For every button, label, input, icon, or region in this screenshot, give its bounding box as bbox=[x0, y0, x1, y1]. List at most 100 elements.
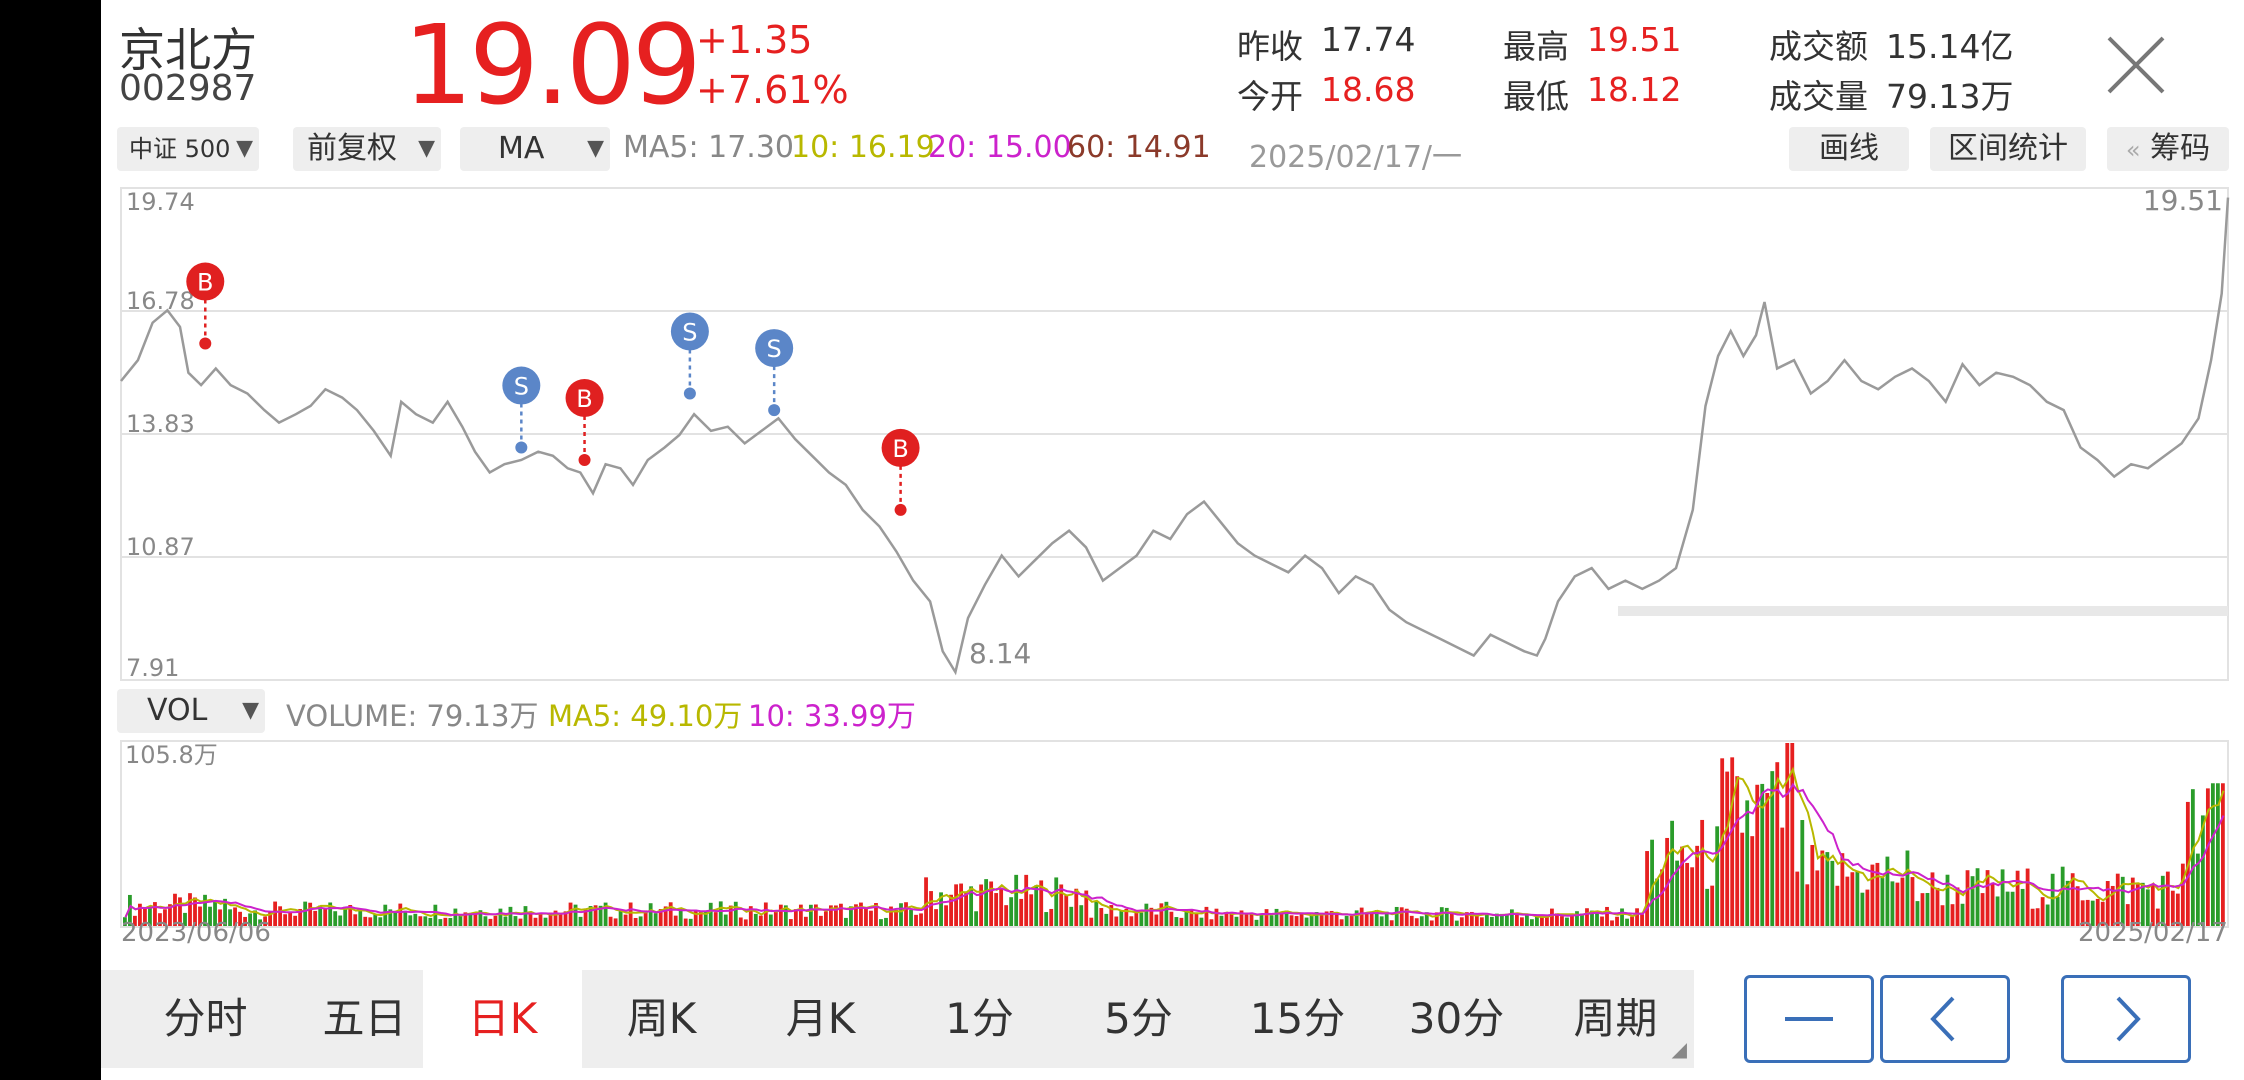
tab-15min[interactable]: 15分 bbox=[1249, 994, 1346, 1043]
volume-bar bbox=[803, 916, 808, 926]
volume-chart[interactable]: 105.8万 bbox=[101, 735, 2244, 945]
sell-marker: S bbox=[670, 312, 709, 400]
tab-intraday[interactable]: 分时 bbox=[163, 994, 248, 1043]
volume-bar bbox=[738, 917, 743, 926]
volume-bar bbox=[1650, 839, 1654, 926]
volume-bar bbox=[904, 902, 908, 926]
volume-bar bbox=[448, 918, 453, 926]
volume-bar bbox=[1144, 903, 1149, 926]
volume-bar bbox=[1519, 917, 1524, 926]
chips-button[interactable]: « 筹码 bbox=[2107, 127, 2229, 171]
sell-marker: S bbox=[502, 366, 541, 454]
volume-bar bbox=[1049, 908, 1054, 926]
tab-5min[interactable]: 5分 bbox=[1104, 994, 1173, 1043]
volume-bar bbox=[1084, 890, 1089, 926]
volume-bar bbox=[223, 898, 227, 926]
volume-bar bbox=[1214, 908, 1219, 926]
volume-bar bbox=[1094, 901, 1099, 926]
svg-text:B: B bbox=[197, 269, 213, 297]
volume-bar bbox=[238, 911, 242, 926]
volume-bar bbox=[268, 911, 273, 926]
ma60-value: 60: 14.91 bbox=[1067, 130, 1211, 165]
volume-bar bbox=[954, 884, 958, 926]
volume-bar bbox=[1014, 874, 1019, 926]
close-icon[interactable] bbox=[2101, 30, 2171, 100]
volume-bar bbox=[558, 912, 563, 926]
tab-five-day[interactable]: 五日 bbox=[322, 994, 407, 1043]
tab-1min[interactable]: 1分 bbox=[945, 994, 1014, 1043]
tab-period[interactable]: 周期 ◢ bbox=[1536, 970, 1695, 1068]
tab-daily-k[interactable]: 日K bbox=[423, 970, 582, 1068]
volume-bar bbox=[1855, 870, 1860, 926]
minus-icon bbox=[1785, 1017, 1833, 1021]
volume-bar bbox=[1575, 911, 1579, 926]
range-stats-button[interactable]: 区间统计 bbox=[1930, 127, 2086, 171]
volume-bar bbox=[1975, 868, 1980, 926]
volume-bar bbox=[2050, 873, 2055, 926]
volume-bar bbox=[1504, 914, 1509, 926]
index-select[interactable]: 中证 500 ▼ bbox=[117, 127, 259, 171]
draw-button[interactable]: 画线 bbox=[1789, 127, 1909, 171]
price-chart[interactable]: 19.74 16.78 13.83 10.87 7.91 19.51 8.14 B S B S… bbox=[101, 170, 2244, 690]
volume-bar bbox=[879, 919, 883, 926]
volume-bar bbox=[323, 908, 328, 926]
volume-bar bbox=[1905, 850, 1910, 926]
volume-bar bbox=[188, 893, 192, 926]
amount-value: 15.14亿 bbox=[1886, 27, 2014, 66]
scroll-left-button[interactable] bbox=[1880, 975, 2010, 1063]
volume-bar bbox=[358, 910, 363, 926]
volume-bar bbox=[1189, 909, 1194, 926]
volume-bar bbox=[608, 916, 613, 926]
volume-bar bbox=[598, 905, 603, 926]
tab-30min[interactable]: 30分 bbox=[1408, 994, 1505, 1043]
volume-bar bbox=[158, 913, 162, 926]
volume-bar bbox=[1750, 836, 1755, 926]
volume-value: 79.13万 bbox=[1886, 77, 2014, 116]
volume-bar bbox=[1164, 901, 1169, 926]
volume-bar bbox=[1895, 882, 1900, 926]
volume-bar bbox=[1875, 862, 1880, 926]
volume-bar bbox=[1740, 832, 1745, 926]
volume-bar bbox=[2135, 884, 2140, 926]
volume-bar bbox=[2220, 783, 2225, 926]
volume-indicator-select[interactable]: VOL ▼ bbox=[117, 689, 265, 733]
volume-bar bbox=[2170, 890, 2175, 926]
volume-bar bbox=[753, 913, 758, 926]
tab-weekly-k[interactable]: 周K bbox=[626, 994, 697, 1043]
volume-bar bbox=[1474, 915, 1479, 926]
zoom-out-button[interactable] bbox=[1744, 975, 1874, 1063]
volume-bar bbox=[2085, 899, 2090, 926]
volume-bar bbox=[1349, 916, 1354, 926]
volume-bar bbox=[2195, 853, 2200, 926]
volume-bar bbox=[243, 916, 247, 926]
volume-bar bbox=[2140, 882, 2145, 926]
volume-bar bbox=[1184, 909, 1189, 926]
volume-bar bbox=[583, 909, 588, 926]
volume-bar bbox=[683, 918, 688, 926]
volume-bar bbox=[303, 901, 308, 926]
volume-bar bbox=[994, 893, 999, 926]
volume-bar bbox=[198, 906, 202, 926]
volume-bar bbox=[1695, 845, 1700, 926]
volume-bar bbox=[1700, 819, 1705, 926]
volume-bar bbox=[743, 919, 748, 926]
volume-bar bbox=[813, 904, 818, 926]
volume-bar bbox=[338, 915, 343, 926]
buy-marker: B bbox=[565, 378, 604, 466]
volume-bar bbox=[1114, 916, 1119, 926]
volume-bar bbox=[929, 891, 933, 926]
volume-bar bbox=[1019, 898, 1024, 926]
volume-bar bbox=[1675, 860, 1680, 926]
adjust-select[interactable]: 前复权 ▼ bbox=[293, 127, 441, 171]
scroll-right-button[interactable] bbox=[2061, 975, 2191, 1063]
volume-bar bbox=[193, 897, 197, 926]
volume-bar bbox=[959, 883, 963, 926]
volume-bar bbox=[488, 918, 493, 926]
indicator-select[interactable]: MA ▼ bbox=[460, 127, 610, 171]
volume-bar bbox=[874, 903, 878, 926]
tab-monthly-k[interactable]: 月K bbox=[785, 994, 856, 1043]
volume-bar bbox=[1960, 903, 1965, 926]
volume-bar bbox=[1715, 826, 1720, 926]
volume-bar bbox=[1730, 757, 1735, 926]
high-value: 19.51 bbox=[1587, 20, 1682, 59]
